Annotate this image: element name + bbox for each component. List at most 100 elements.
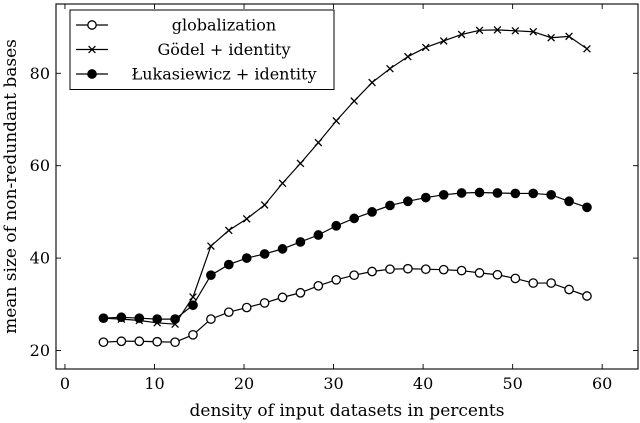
data-point (277, 292, 288, 303)
data-point (314, 138, 323, 147)
data-point (313, 230, 324, 240)
data-point (223, 307, 234, 318)
data-point (116, 336, 127, 347)
data-point (403, 196, 413, 207)
x-tick-label: 60 (592, 374, 612, 393)
data-point (260, 201, 269, 209)
legend-marker (87, 69, 97, 79)
data-point (170, 337, 180, 348)
data-point (207, 242, 215, 250)
data-point (152, 336, 163, 347)
data-point (223, 259, 234, 270)
data-point (546, 189, 556, 200)
data-point (510, 188, 521, 199)
series-line (103, 29, 588, 325)
data-point (259, 249, 270, 259)
data-point (421, 43, 430, 52)
data-point (529, 27, 538, 36)
data-point (493, 26, 502, 34)
data-point (296, 159, 305, 168)
data-point (564, 196, 574, 207)
data-point (583, 44, 591, 53)
data-point (528, 278, 539, 288)
series-layer (98, 26, 592, 348)
x-tick-label: 30 (323, 374, 343, 393)
plot-frame (55, 3, 639, 370)
y-axis-ticks: 20 40 60 80 (30, 64, 638, 360)
data-point (206, 314, 216, 324)
data-point (277, 244, 288, 254)
data-point (475, 26, 484, 35)
y-tick-label: 60 (30, 156, 50, 175)
data-point (456, 265, 467, 276)
x-tick-label: 40 (413, 374, 433, 393)
data-point (350, 97, 359, 105)
data-point (474, 268, 485, 278)
data-point (206, 270, 216, 281)
data-point (116, 312, 127, 323)
data-point (438, 189, 449, 200)
x-tick-label: 0 (60, 374, 70, 393)
data-point (295, 287, 306, 298)
x-tick-label: 50 (502, 374, 522, 393)
data-point (349, 270, 360, 281)
x-axis-ticks: 0 10 20 30 40 50 60 (60, 4, 612, 393)
data-point (278, 179, 287, 188)
data-point (259, 298, 270, 308)
data-point (242, 214, 251, 223)
data-point (457, 30, 466, 39)
data-point (295, 237, 306, 247)
data-point (439, 37, 448, 45)
data-point (367, 207, 377, 217)
data-point (565, 32, 573, 41)
data-point (134, 336, 145, 347)
data-point (582, 291, 592, 301)
x-axis-label: density of input datasets in percents (190, 401, 505, 421)
legend-marker (87, 20, 97, 30)
data-point (582, 202, 592, 213)
data-point (492, 188, 503, 198)
y-axis-label: mean size of non-redundant bases (1, 39, 21, 334)
x-tick-label: 10 (144, 374, 164, 393)
data-point (152, 314, 163, 324)
legend-label: globalization (172, 16, 276, 35)
series-line (103, 268, 588, 343)
data-point (241, 253, 252, 263)
data-point (241, 302, 252, 313)
data-point (438, 264, 449, 275)
data-point (492, 269, 503, 280)
series-line (103, 191, 588, 320)
data-point (546, 278, 556, 288)
legend-label: Łukasiewicz + identity (132, 65, 317, 84)
data-point (404, 52, 412, 61)
data-point (170, 314, 180, 324)
data-point (188, 329, 198, 340)
legend-marker (88, 45, 96, 54)
data-point (474, 187, 485, 198)
data-point (564, 284, 574, 295)
data-point (313, 280, 324, 291)
series-1 (99, 26, 591, 329)
data-point (224, 226, 233, 235)
data-point (386, 64, 394, 73)
legend-label: Gödel + identity (158, 40, 291, 59)
data-point (528, 188, 539, 199)
data-point (456, 188, 467, 198)
data-point (134, 313, 145, 324)
y-tick-label: 20 (30, 341, 50, 360)
data-point (547, 33, 556, 42)
legend-entry: Łukasiewicz + identity (76, 65, 316, 84)
y-tick-label: 40 (30, 249, 50, 268)
data-point (511, 26, 520, 35)
data-point (332, 117, 341, 125)
data-point (510, 273, 521, 284)
data-point (349, 213, 360, 224)
series-0 (98, 263, 592, 348)
y-tick-label: 80 (30, 64, 50, 83)
legend-entry: Gödel + identity (76, 40, 290, 59)
data-point (420, 192, 431, 203)
data-point (385, 264, 395, 275)
legend: globalization Gödel + identity Łukasiewicz… (69, 9, 335, 90)
series-2 (98, 187, 592, 324)
